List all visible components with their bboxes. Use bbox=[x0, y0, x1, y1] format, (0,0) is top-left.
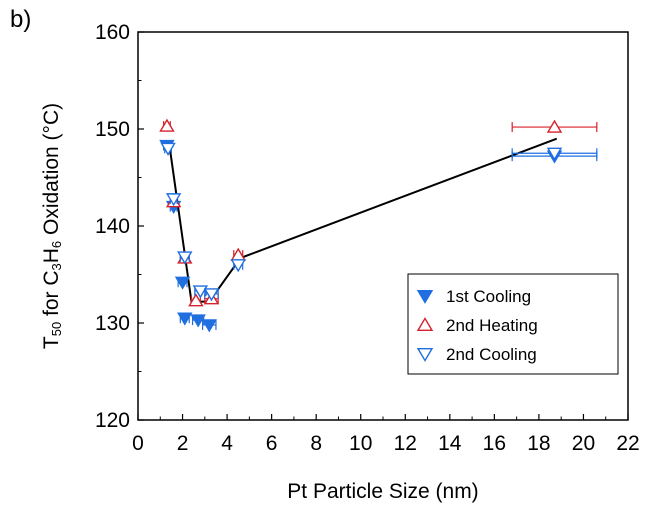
x-tick-label: 14 bbox=[438, 432, 462, 455]
legend-marker bbox=[416, 317, 434, 332]
data-point bbox=[230, 259, 246, 273]
panel-label: b) bbox=[10, 6, 32, 33]
y-title-subscript: 3 bbox=[49, 263, 64, 270]
y-axis-title: T50 for C3H6 Oxidation (°C) bbox=[40, 103, 64, 349]
data-marks bbox=[159, 118, 598, 333]
legend-label: 2nd Cooling bbox=[446, 345, 537, 364]
x-tick-label: 18 bbox=[527, 432, 550, 455]
x-tick-label: 10 bbox=[349, 432, 372, 455]
y-title-part: T bbox=[40, 336, 63, 349]
x-tick-label: 22 bbox=[616, 432, 639, 455]
y-title-subscript: 50 bbox=[49, 322, 64, 336]
x-tick-label: 16 bbox=[483, 432, 506, 455]
y-title-part: Oxidation (°C) bbox=[40, 103, 63, 241]
y-tick-label: 150 bbox=[95, 118, 130, 141]
legend-marker bbox=[416, 347, 434, 362]
data-point bbox=[546, 119, 563, 133]
legend-box bbox=[407, 273, 619, 375]
x-tick-label: 12 bbox=[394, 432, 417, 455]
legend-label: 2nd Heating bbox=[446, 316, 538, 335]
x-tick-label: 2 bbox=[177, 432, 189, 455]
y-title-subscript: 6 bbox=[49, 241, 64, 248]
data-point bbox=[159, 118, 175, 132]
x-tick-label: 4 bbox=[221, 432, 233, 455]
axes: 0 2 4 6 8 10 12 14 16 18 20 22 120 130 140 150 160 bbox=[95, 21, 640, 455]
y-tick-label: 130 bbox=[95, 312, 130, 335]
plot-area bbox=[159, 118, 598, 333]
y-title-part: for C bbox=[40, 270, 63, 321]
data-point bbox=[546, 147, 563, 161]
legend: 1st Cooling 2nd Heating 2nd Cooling bbox=[407, 273, 619, 375]
series-3 bbox=[160, 142, 598, 302]
data-point bbox=[177, 251, 193, 265]
x-tick-label: 20 bbox=[572, 432, 595, 455]
x-tick-label: 8 bbox=[310, 432, 322, 455]
legend-marker bbox=[416, 289, 434, 304]
data-point bbox=[177, 312, 193, 326]
data-point bbox=[203, 288, 220, 302]
x-tick-label: 6 bbox=[266, 432, 278, 455]
y-title-part: H bbox=[40, 248, 63, 263]
data-point bbox=[160, 142, 176, 156]
data-point bbox=[201, 319, 217, 333]
data-point bbox=[174, 276, 191, 290]
plot-frame bbox=[137, 31, 629, 421]
data-point bbox=[165, 193, 182, 207]
data-point bbox=[192, 285, 209, 299]
x-tick-label: 0 bbox=[132, 432, 144, 455]
data-point bbox=[190, 314, 206, 328]
y-tick-label: 140 bbox=[95, 215, 130, 238]
legend-label: 1st Cooling bbox=[446, 287, 531, 306]
data-point bbox=[188, 293, 204, 307]
x-axis-title: Pt Particle Size (nm) bbox=[287, 480, 478, 503]
y-tick-label: 120 bbox=[95, 409, 130, 432]
y-tick-label: 160 bbox=[95, 21, 130, 44]
